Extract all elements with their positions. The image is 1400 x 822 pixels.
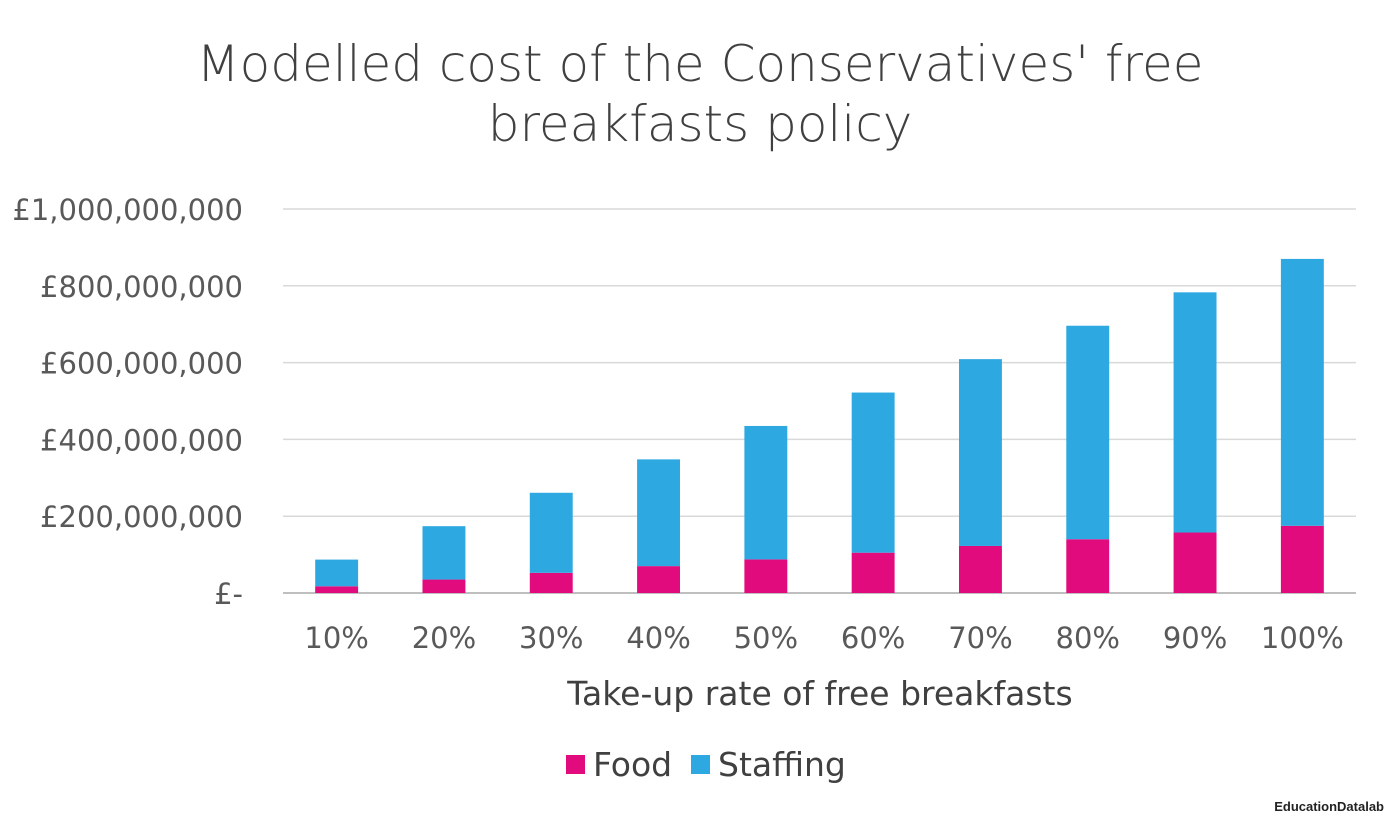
bar-staffing-70pct — [958, 359, 1002, 546]
bar-staffing-10pct — [315, 559, 359, 587]
bar-food-90pct — [1173, 532, 1217, 593]
legend-label-food: Food — [593, 745, 672, 784]
x-tick-label: 70% — [948, 621, 1012, 655]
bar-staffing-60pct — [851, 392, 895, 553]
bars — [315, 258, 1324, 593]
y-tick-label: £600,000,000 — [40, 347, 243, 381]
x-tick-label: 90% — [1163, 621, 1227, 655]
bar-staffing-20pct — [422, 526, 466, 580]
legend-swatch-food — [566, 755, 585, 774]
credit-text: EducationDatalab — [1274, 799, 1384, 814]
legend: Food Staffing — [566, 745, 846, 784]
bar-food-100pct — [1280, 525, 1324, 593]
bar-staffing-50pct — [744, 425, 788, 560]
y-tick-label: £1,000,000,000 — [12, 193, 243, 227]
chart-title-line-1: Modelled cost of the Conservatives' free — [196, 35, 1204, 93]
y-tick-label: £800,000,000 — [40, 270, 243, 304]
y-tick-label: £400,000,000 — [40, 423, 243, 457]
x-tick-label: 20% — [412, 621, 476, 655]
y-tick-labels: £- £200,000,000 £400,000,000 £600,000,000 £8… — [12, 193, 243, 611]
x-tick-label: 60% — [841, 621, 905, 655]
x-tick-label: 80% — [1056, 621, 1120, 655]
y-tick-label: £- — [214, 577, 243, 611]
x-tick-label: 50% — [734, 621, 798, 655]
y-tick-label: £200,000,000 — [40, 500, 243, 534]
x-tick-label: 40% — [626, 621, 690, 655]
bar-food-60pct — [851, 552, 895, 593]
bar-staffing-90pct — [1173, 292, 1217, 533]
chart-title-line-2: breakfasts policy — [487, 95, 913, 153]
bar-staffing-100pct — [1280, 258, 1324, 526]
x-tick-labels: 10% 20% 30% 40% 50% 60% 70% 80% 90% 100% — [304, 621, 1343, 655]
bar-food-50pct — [744, 559, 788, 593]
bar-staffing-80pct — [1066, 325, 1110, 540]
legend-label-staffing: Staffing — [718, 745, 846, 784]
x-axis-title: Take-up rate of free breakfasts — [566, 674, 1072, 713]
x-tick-label: 30% — [519, 621, 583, 655]
bar-food-30pct — [529, 572, 573, 593]
bar-food-10pct — [315, 586, 359, 593]
bar-staffing-30pct — [529, 492, 573, 573]
bar-food-80pct — [1066, 539, 1110, 593]
chart-title: Modelled cost of the Conservatives' free… — [0, 34, 1400, 154]
legend-swatch-staffing — [691, 755, 710, 774]
bar-food-70pct — [958, 545, 1002, 593]
bar-staffing-40pct — [637, 459, 681, 567]
x-tick-label: 100% — [1261, 621, 1344, 655]
x-tick-label: 10% — [304, 621, 368, 655]
bar-food-20pct — [422, 579, 466, 593]
bar-food-40pct — [637, 566, 681, 593]
